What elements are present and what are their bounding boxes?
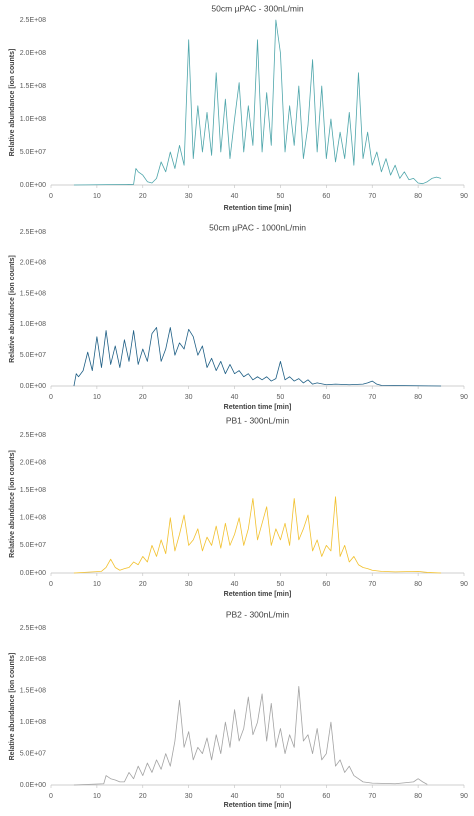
x-axis-label: Retention time [min] (224, 802, 292, 809)
chart-title: 50cm µPAC - 1000nL/min (209, 222, 306, 232)
y-axis-label: Relative abundance [ion counts] (9, 255, 16, 363)
x-tick-label: 10 (93, 581, 101, 588)
x-tick-label: 70 (368, 193, 376, 200)
y-tick-label: 2.0E+08 (20, 50, 46, 57)
x-tick-label: 70 (368, 793, 376, 800)
y-tick-label: 1.0E+08 (20, 515, 46, 522)
y-tick-label: 1.0E+08 (20, 116, 46, 123)
x-tick-label: 90 (460, 394, 468, 401)
x-tick-label: 60 (322, 193, 330, 200)
y-tick-label: 5.0E+07 (20, 750, 46, 757)
y-axis-label: Relative abundance [ion counts] (9, 49, 16, 157)
x-tick-label: 30 (185, 394, 193, 401)
x-tick-label: 40 (231, 581, 239, 588)
x-tick-label: 70 (368, 581, 376, 588)
x-tick-label: 50 (277, 793, 285, 800)
y-tick-label: 0.0E+00 (20, 782, 46, 789)
x-tick-label: 50 (277, 581, 285, 588)
y-axis-label: Relative abundance [ion counts] (9, 450, 16, 558)
x-tick-label: 90 (460, 193, 468, 200)
y-tick-label: 1.5E+08 (20, 83, 46, 90)
x-axis-label: Retention time [min] (224, 205, 292, 212)
y-tick-label: 0.0E+00 (20, 383, 46, 390)
y-tick-label: 2.0E+08 (20, 459, 46, 466)
y-tick-label: 1.0E+08 (20, 321, 46, 328)
x-tick-label: 10 (93, 193, 101, 200)
x-tick-label: 90 (460, 793, 468, 800)
chart-panel: 50cm µPAC - 300nL/min Retention time [min… (9, 3, 468, 212)
chart-title: PB2 - 300nL/min (226, 609, 290, 619)
y-tick-label: 2.5E+08 (20, 229, 46, 236)
x-tick-label: 10 (93, 793, 101, 800)
x-tick-label: 0 (49, 581, 53, 588)
y-axis-label: Relative abundance [ion counts] (9, 653, 16, 761)
x-tick-label: 20 (139, 394, 147, 401)
chart-panel: 50cm µPAC - 1000nL/min Retention time [mi… (9, 222, 468, 411)
x-tick-label: 60 (322, 793, 330, 800)
x-tick-label: 30 (185, 193, 193, 200)
x-tick-label: 0 (49, 793, 53, 800)
chromatogram-line (73, 19, 442, 186)
chart-title: 50cm µPAC - 300nL/min (211, 3, 303, 13)
chart-title: PB1 - 300nL/min (226, 415, 290, 425)
x-tick-label: 40 (231, 793, 239, 800)
x-tick-label: 50 (277, 394, 285, 401)
y-tick-label: 5.0E+07 (20, 149, 46, 156)
x-tick-label: 30 (185, 793, 193, 800)
y-tick-label: 2.5E+08 (20, 625, 46, 632)
x-tick-label: 90 (460, 581, 468, 588)
y-tick-label: 5.0E+07 (20, 542, 46, 549)
x-tick-label: 50 (277, 193, 285, 200)
x-tick-label: 20 (139, 793, 147, 800)
x-tick-label: 40 (231, 193, 239, 200)
y-tick-label: 2.5E+08 (20, 432, 46, 439)
y-tick-label: 2.0E+08 (20, 260, 46, 267)
y-tick-label: 2.5E+08 (20, 17, 46, 24)
y-tick-label: 0.0E+00 (20, 570, 46, 577)
x-tick-label: 60 (322, 394, 330, 401)
x-axis-label: Retention time [min] (224, 591, 292, 598)
x-tick-label: 40 (231, 394, 239, 401)
x-tick-label: 80 (414, 394, 422, 401)
y-tick-label: 5.0E+07 (20, 352, 46, 359)
x-tick-label: 20 (139, 581, 147, 588)
chromatogram-line (73, 496, 442, 574)
y-tick-label: 1.5E+08 (20, 487, 46, 494)
chromatogram-line (73, 327, 442, 387)
x-axis-label: Retention time [min] (224, 404, 292, 411)
x-tick-label: 0 (49, 193, 53, 200)
x-tick-label: 70 (368, 394, 376, 401)
y-tick-label: 2.0E+08 (20, 656, 46, 663)
y-tick-label: 1.5E+08 (20, 290, 46, 297)
y-tick-label: 1.0E+08 (20, 719, 46, 726)
x-tick-label: 80 (414, 793, 422, 800)
x-tick-label: 20 (139, 193, 147, 200)
x-tick-label: 30 (185, 581, 193, 588)
chart-panel: PB1 - 300nL/min Retention time [min] Relat… (9, 415, 468, 598)
x-tick-label: 60 (322, 581, 330, 588)
y-tick-label: 1.5E+08 (20, 688, 46, 695)
x-tick-label: 10 (93, 394, 101, 401)
chart-panel: PB2 - 300nL/min Retention time [min] Relat… (9, 609, 468, 809)
y-tick-label: 0.0E+00 (20, 182, 46, 189)
x-tick-label: 80 (414, 581, 422, 588)
chromatogram-line (73, 686, 428, 786)
x-tick-label: 0 (49, 394, 53, 401)
x-tick-label: 80 (414, 193, 422, 200)
